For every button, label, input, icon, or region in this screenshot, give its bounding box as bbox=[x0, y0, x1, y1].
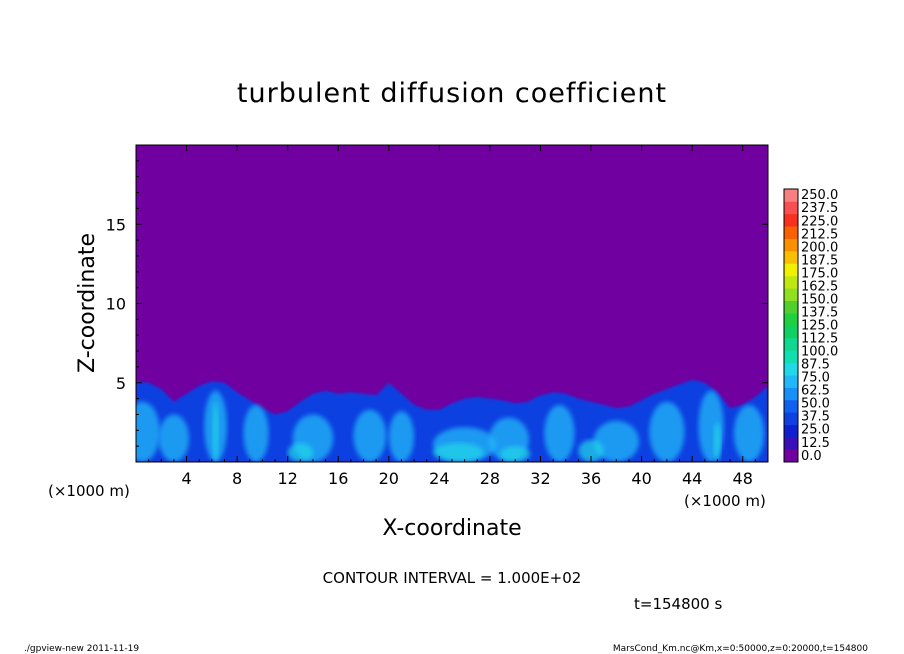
x-unit-left: (×1000 m) bbox=[48, 482, 130, 500]
turbulent-plume bbox=[649, 401, 685, 462]
x-tick-label: 48 bbox=[733, 469, 753, 488]
x-axis: 4 8 12 16 20 24 28 32 36 40 44 48 bbox=[148, 145, 756, 488]
colorbar-swatch bbox=[784, 387, 798, 401]
x-tick-label: 36 bbox=[581, 469, 601, 488]
colorbar-swatch bbox=[784, 300, 798, 314]
colorbar-label: 237.5 bbox=[801, 201, 838, 216]
colorbar-swatch bbox=[784, 238, 798, 252]
y-tick-label: 5 bbox=[116, 374, 126, 393]
chart-title: turbulent diffusion coefficient bbox=[237, 78, 667, 109]
colorbar-swatch bbox=[784, 350, 798, 364]
colorbar-swatch bbox=[784, 375, 798, 388]
colorbar-label: 112.5 bbox=[801, 332, 838, 347]
colorbar-label: 37.5 bbox=[801, 410, 830, 425]
turbulent-plume bbox=[733, 404, 765, 462]
colorbar-label: 100.0 bbox=[801, 345, 838, 360]
y-axis-label: Z-coordinate bbox=[75, 233, 100, 373]
colorbar-swatch bbox=[784, 325, 798, 339]
x-tick-label: 24 bbox=[429, 469, 449, 488]
x-tick-label: 16 bbox=[328, 469, 348, 488]
footer-right: MarsCond_Km.nc@Km,x=0:50000,z=0:20000,t=… bbox=[613, 644, 868, 654]
colorbar-label: 12.5 bbox=[801, 436, 830, 451]
x-tick-label: 12 bbox=[278, 469, 298, 488]
turbulent-core bbox=[212, 401, 219, 462]
turbulent-plume bbox=[353, 409, 387, 462]
colorbar-label: 50.0 bbox=[801, 397, 830, 412]
colorbar-swatch bbox=[784, 399, 798, 413]
colorbar-swatch bbox=[784, 226, 798, 239]
turbulent-core bbox=[578, 439, 604, 462]
y-tick-label: 15 bbox=[106, 215, 126, 234]
colorbar-label: 162.5 bbox=[801, 279, 838, 294]
colorbar-label: 137.5 bbox=[801, 306, 838, 321]
turbulent-core bbox=[287, 442, 313, 462]
colorbar-swatch bbox=[784, 213, 798, 227]
turbulence-field bbox=[136, 379, 768, 462]
colorbar-label: 87.5 bbox=[801, 358, 830, 373]
contour-interval: CONTOUR INTERVAL = 1.000E+02 bbox=[323, 569, 582, 587]
colorbar-label: 0.0 bbox=[801, 449, 822, 464]
turbulent-plume bbox=[544, 404, 575, 462]
x-tick-label: 32 bbox=[530, 469, 550, 488]
colorbar-swatch bbox=[784, 189, 798, 202]
turbulent-plume bbox=[158, 414, 190, 462]
x-axis-label: X-coordinate bbox=[382, 516, 521, 541]
turbulent-core bbox=[500, 446, 531, 462]
colorbar-swatch bbox=[784, 337, 798, 351]
turbulent-core bbox=[713, 422, 722, 462]
x-tick-label: 44 bbox=[682, 469, 702, 488]
y-axis: 5 10 15 bbox=[106, 160, 768, 447]
y-tick-label: 10 bbox=[106, 295, 126, 314]
colorbar-swatch bbox=[784, 449, 798, 463]
colorbar-label: 200.0 bbox=[801, 240, 838, 255]
colorbar-label: 150.0 bbox=[801, 292, 838, 307]
colorbar-swatch bbox=[784, 288, 798, 301]
turbulent-plume bbox=[388, 411, 415, 462]
x-tick-label: 20 bbox=[379, 469, 399, 488]
turbulent-plume bbox=[593, 420, 640, 462]
x-unit-right: (×1000 m) bbox=[684, 492, 766, 510]
x-tick-label: 40 bbox=[631, 469, 651, 488]
time-label: t=154800 s bbox=[634, 595, 722, 613]
x-tick-label: 4 bbox=[181, 469, 191, 488]
colorbar-label: 250.0 bbox=[801, 188, 838, 203]
colorbar-swatch bbox=[784, 424, 798, 438]
footer-left: ./gpview-new 2011-11-19 bbox=[24, 644, 139, 654]
plot-area bbox=[135, 144, 769, 463]
colorbar-swatch bbox=[784, 275, 798, 289]
colorbar-label: 75.0 bbox=[801, 371, 830, 386]
colorbar-swatch bbox=[784, 313, 798, 326]
turbulent-core bbox=[433, 442, 484, 462]
turbulent-plume bbox=[243, 404, 269, 462]
colorbar-frame bbox=[783, 188, 799, 463]
colorbar-swatch bbox=[784, 362, 798, 376]
x-tick-label: 28 bbox=[480, 469, 500, 488]
colorbar-swatch bbox=[784, 251, 798, 264]
colorbar-label: 125.0 bbox=[801, 319, 838, 334]
colorbar-swatch bbox=[784, 412, 798, 426]
colorbar-swatch bbox=[784, 437, 798, 450]
colorbar-label: 212.5 bbox=[801, 227, 838, 242]
colorbar-label: 187.5 bbox=[801, 253, 838, 268]
colorbar-label: 25.0 bbox=[801, 423, 830, 438]
colorbar: 0.012.525.037.550.062.575.087.5100.0112.… bbox=[783, 188, 838, 464]
turbulent-plume bbox=[136, 401, 161, 462]
x-tick-label: 8 bbox=[232, 469, 242, 488]
colorbar-label: 225.0 bbox=[801, 214, 838, 229]
colorbar-label: 175.0 bbox=[801, 266, 838, 281]
colorbar-swatch bbox=[784, 263, 798, 277]
colorbar-label: 62.5 bbox=[801, 384, 830, 399]
colorbar-swatch bbox=[784, 201, 798, 215]
